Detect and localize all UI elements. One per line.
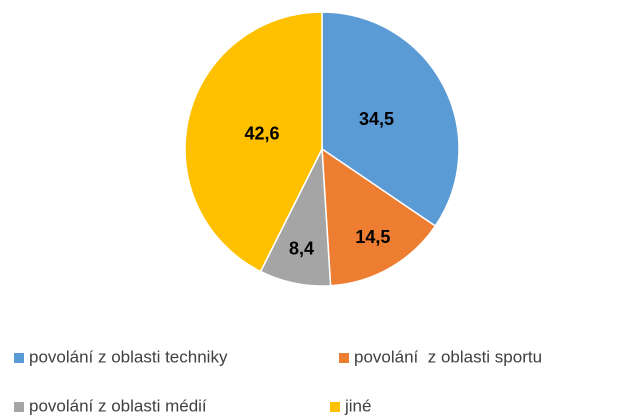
legend-label: povolání z oblasti médií [29, 396, 207, 415]
legend-swatch [330, 402, 340, 412]
legend-swatch [14, 353, 24, 363]
data-label: 14,5 [355, 227, 390, 247]
data-label: 42,6 [244, 124, 279, 144]
legend-swatch [14, 402, 24, 412]
legend-swatch [339, 353, 349, 363]
legend-label: povolání z oblasti techniky [29, 347, 228, 366]
pie-slice [321, 11, 460, 228]
pie-slice [184, 11, 323, 273]
data-label: 34,5 [359, 109, 394, 129]
pie-slice [321, 147, 437, 287]
data-label: 8,4 [289, 238, 314, 258]
legend-label: povolání z oblasti sportu [354, 347, 542, 366]
legend-label: jiné [344, 396, 371, 415]
